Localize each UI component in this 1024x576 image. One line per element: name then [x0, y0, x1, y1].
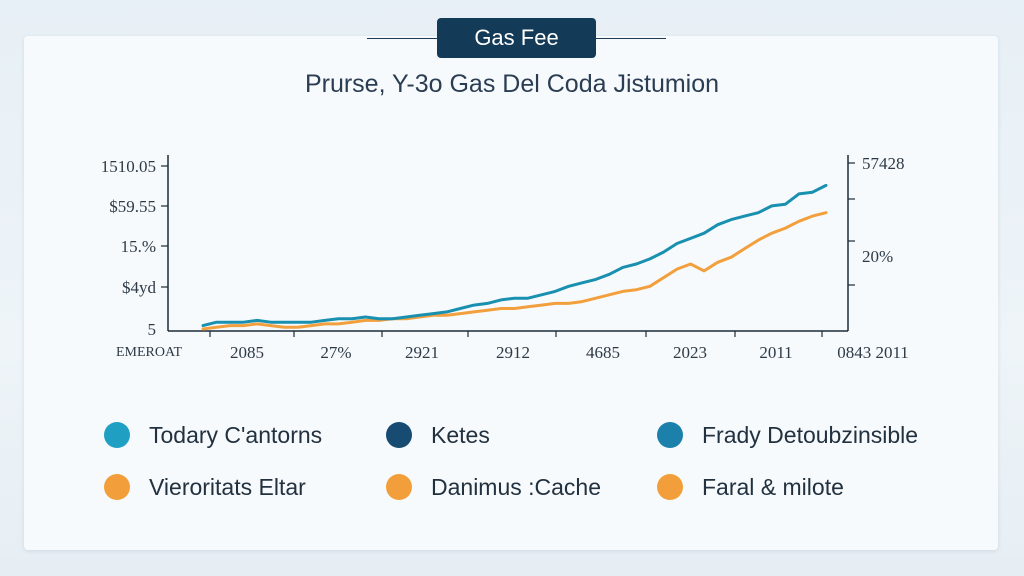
legend-label-1: Todary C'antorns	[149, 421, 323, 448]
legend-item-6[interactable]: Faral & milote	[657, 472, 844, 502]
y-right-tick-label: 57428	[862, 154, 905, 173]
legend-item-2[interactable]: Ketes	[386, 420, 490, 450]
x-tick-label: 27%	[320, 343, 351, 362]
y-left-tick-label: 1510.05	[101, 157, 156, 176]
y-left-tick-label: 5	[148, 320, 157, 339]
x-tick-label: 0843 2011	[837, 343, 909, 362]
y-right-tick-label: 20%	[862, 247, 893, 266]
tick-labels: 2085 27% 2921 2912 4685 2023 2011 0843 2011 EMER…	[101, 154, 909, 362]
title-badge: Gas Fee	[437, 18, 596, 58]
legend-marker-3	[657, 422, 683, 448]
series-line-1	[201, 183, 828, 328]
x-tick-label: 2912	[496, 343, 530, 362]
legend-item-4[interactable]: Vieroritats Eltar	[104, 472, 306, 502]
axis-ticks	[161, 162, 855, 337]
legend-label-2: Ketes	[431, 421, 490, 448]
legend-label-4: Vieroritats Eltar	[149, 473, 306, 500]
legend-marker-1	[104, 422, 130, 448]
axes	[167, 155, 849, 332]
y-left-tick-label: 15.%	[121, 237, 156, 256]
series-lines	[201, 183, 828, 331]
x-tick-label: 2085	[230, 343, 264, 362]
legend-marker-4	[104, 474, 130, 500]
legend-label-3: Frady Detoubzinsible	[702, 421, 919, 448]
chart-subtitle: Prurse, Y-3o Gas Del Coda Jistumion	[304, 70, 720, 98]
series-line-2	[201, 211, 828, 331]
y-left-tick-label: $4yd	[122, 278, 157, 297]
legend-item-3[interactable]: Frady Detoubzinsible	[657, 420, 918, 450]
legend-item-5[interactable]: Danimus :Cache	[386, 472, 601, 502]
header-rule-left	[367, 38, 437, 39]
x-tick-label: 2011	[759, 343, 792, 362]
legend-label-5: Danimus :Cache	[431, 473, 602, 500]
x-axis-title: EMEROAT	[116, 345, 183, 360]
legend-item-1[interactable]: Todary C'antorns	[104, 420, 322, 450]
y-left-tick-label: $59.55	[109, 197, 156, 216]
legend-marker-5	[386, 474, 412, 500]
chart-card	[24, 36, 998, 550]
legend-label-6: Faral & milote	[702, 473, 844, 500]
legend-marker-6	[657, 474, 683, 500]
header-rule-right	[596, 38, 666, 39]
x-tick-label: 2921	[405, 343, 439, 362]
x-tick-label: 2023	[673, 343, 707, 362]
legend-marker-2	[386, 422, 412, 448]
x-tick-label: 4685	[586, 343, 620, 362]
